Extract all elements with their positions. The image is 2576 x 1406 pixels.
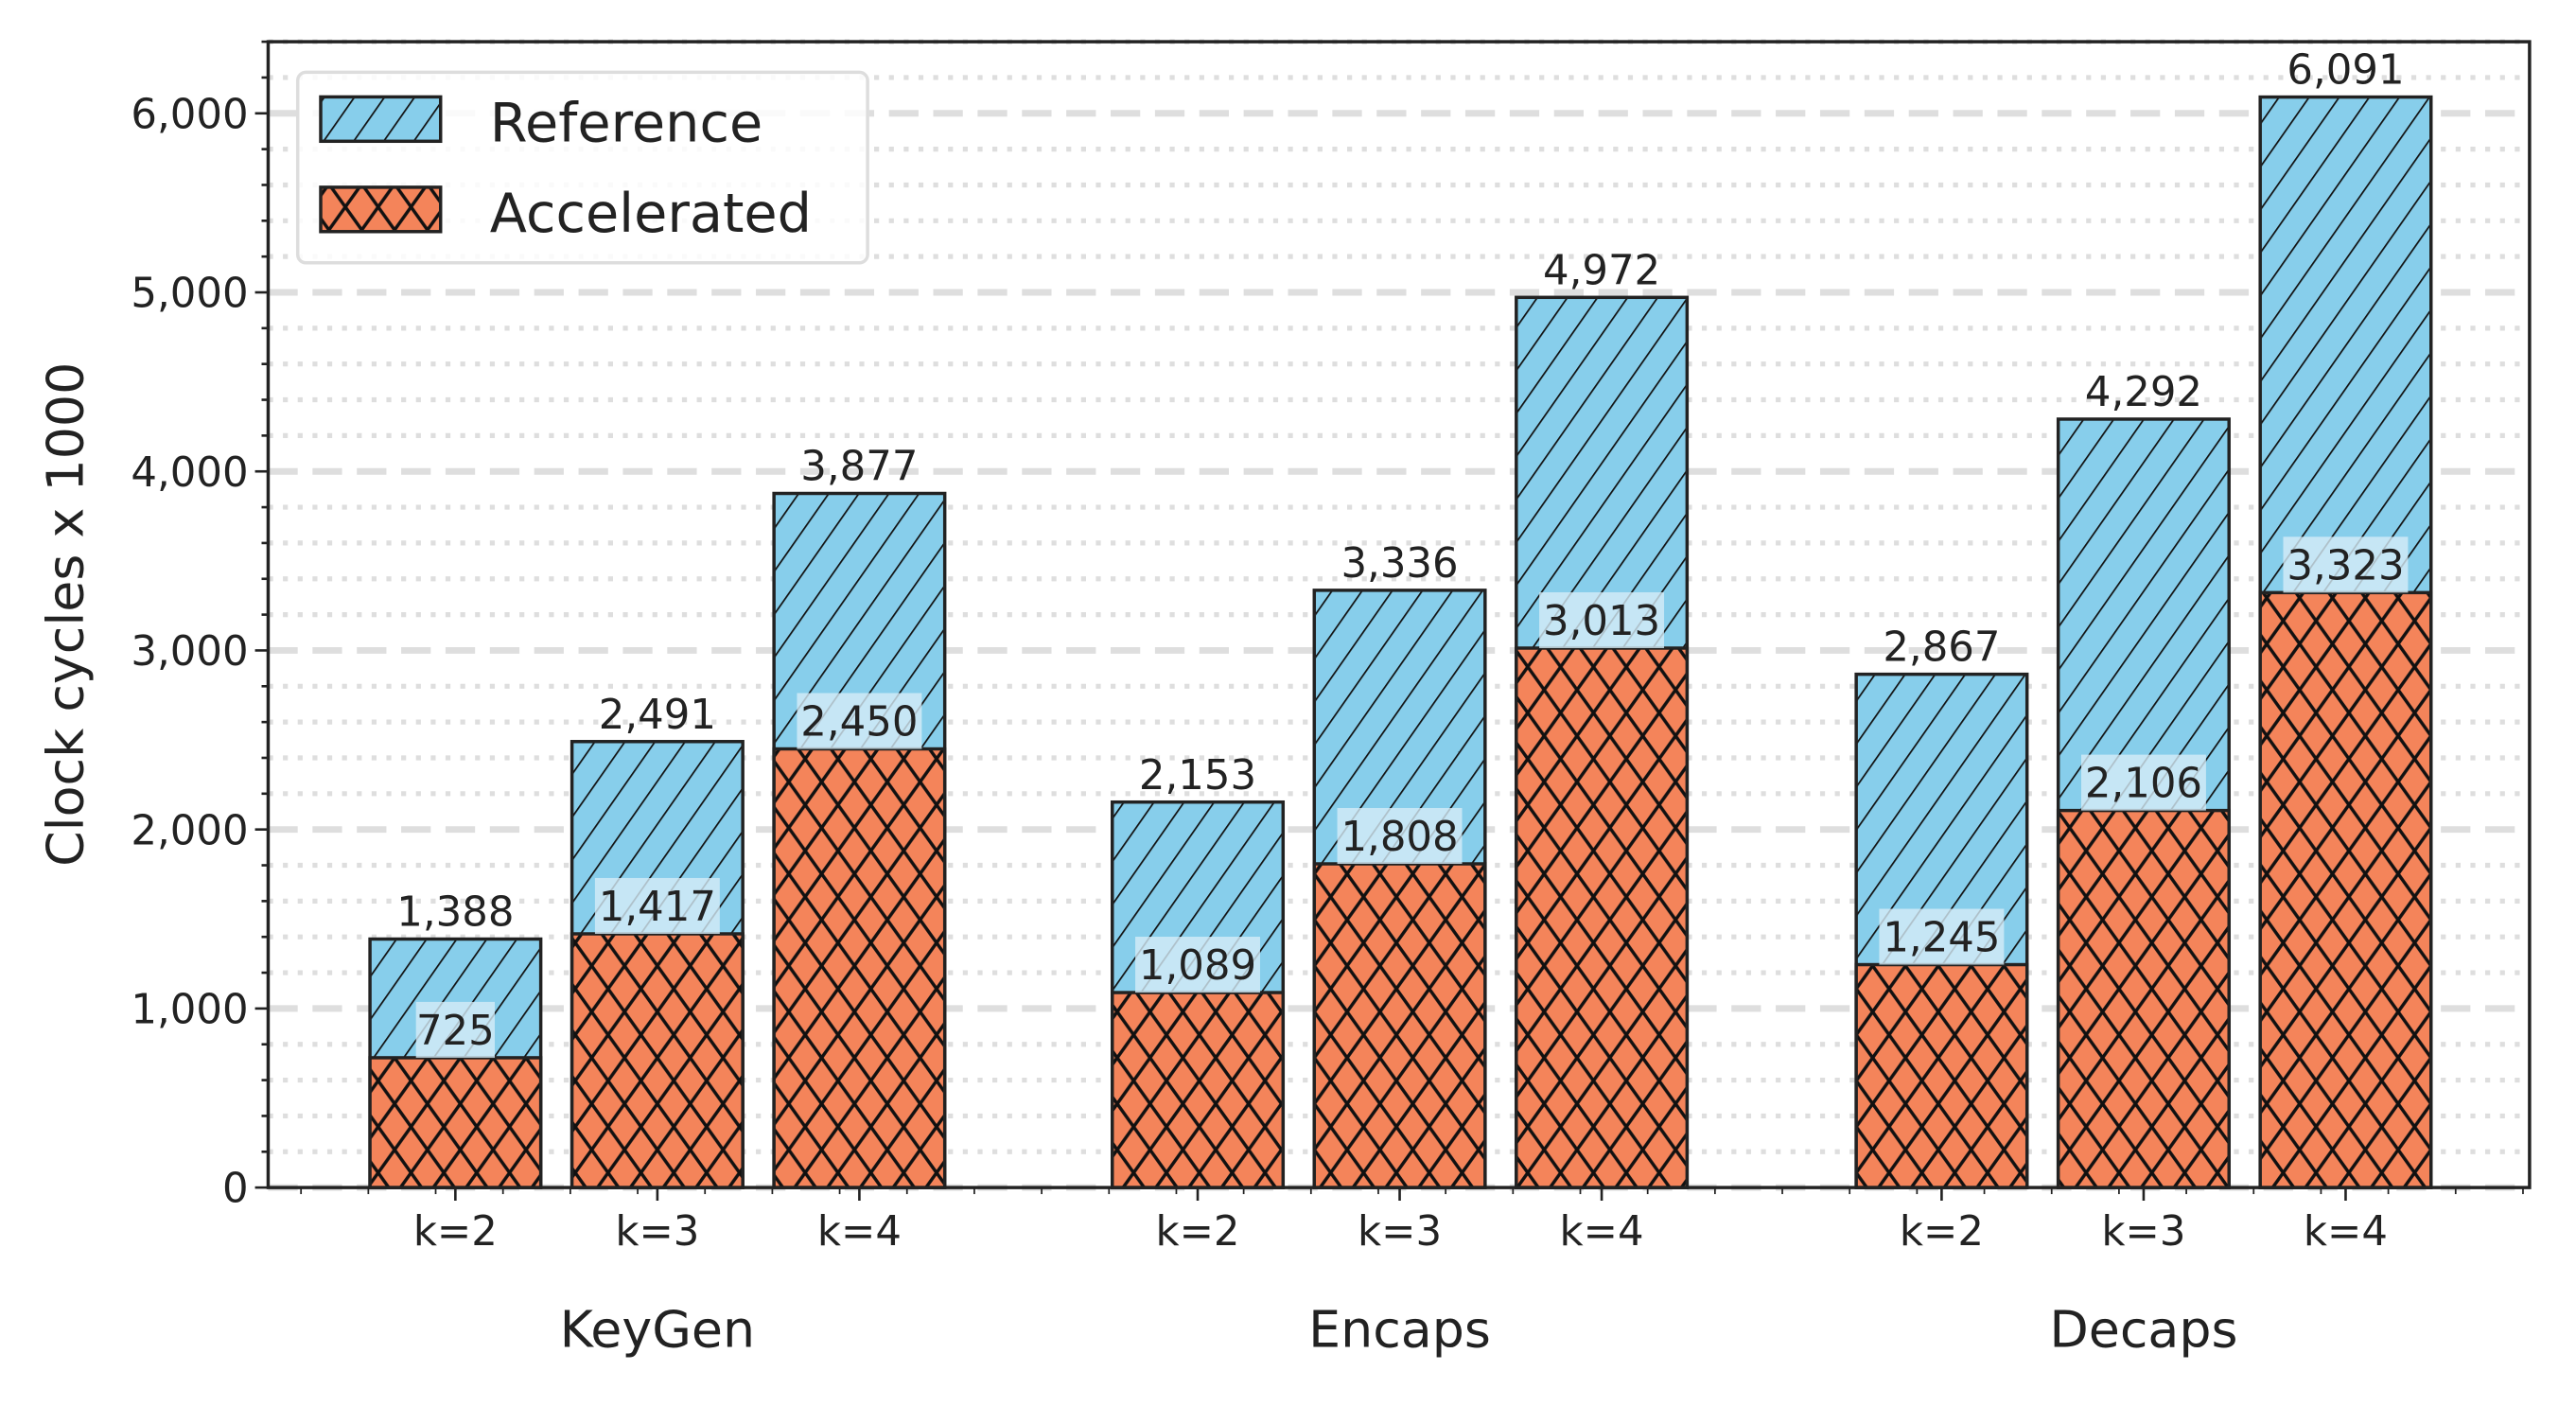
x-tick-label: k=2 (413, 1208, 498, 1256)
value-label-background (1337, 807, 1463, 865)
value-label-background (594, 877, 720, 934)
y-tick-label: 5,000 (131, 271, 248, 318)
legend: Reference Accelerated (295, 70, 869, 265)
value-label-accelerated: 1,245 (1883, 915, 2000, 962)
value-label-reference: 2,153 (1139, 752, 1256, 800)
group-label: Decaps (2049, 1300, 2237, 1360)
bar-accelerated (1515, 646, 1690, 1189)
value-label-reference: 2,867 (1883, 624, 2000, 672)
legend-label-accelerated: Accelerated (490, 182, 812, 245)
value-label-accelerated: 725 (416, 1008, 495, 1055)
value-label-reference: 1,388 (396, 889, 514, 937)
x-tick-label: k=3 (1358, 1208, 1442, 1256)
x-tick-label: k=4 (817, 1208, 902, 1256)
bar-accelerated (368, 1056, 543, 1189)
value-label-reference: 4,292 (2085, 369, 2202, 416)
bar-accelerated (1854, 962, 2029, 1189)
bar-accelerated (2258, 590, 2433, 1189)
axes: 0 1,000 2,000 3,000 4,000 5,000 6,000 KeyGen k=2… (131, 40, 2532, 1360)
value-label-reference: 4,972 (1543, 247, 1660, 294)
x-tick-label: k=3 (615, 1208, 699, 1256)
value-label-reference: 6,091 (2287, 47, 2404, 95)
y-tick-label: 2,000 (131, 807, 248, 854)
x-tick-label: k=3 (2101, 1208, 2185, 1256)
value-label-background (797, 693, 922, 749)
x-tick-label: k=4 (1560, 1208, 1644, 1256)
bar-accelerated (570, 932, 745, 1189)
value-label-reference: 3,877 (800, 444, 918, 491)
value-label-background (1879, 908, 2005, 965)
value-label-accelerated: 2,450 (800, 699, 918, 747)
value-label-accelerated: 3,013 (1543, 598, 1660, 645)
group-label: Encaps (1308, 1300, 1491, 1360)
value-labels: 1,388 725 2,491 1,417 3,877 2,450 2,153 1,089 3,… (396, 47, 2409, 1058)
plot-frame (266, 40, 2532, 1189)
y-tick-label: 1,000 (131, 987, 248, 1034)
x-tick-label: k=2 (1155, 1208, 1239, 1256)
y-axis-label: Clock cycles x 1000 (35, 362, 95, 867)
legend-swatch-accelerated (319, 185, 443, 234)
group-label: KeyGen (560, 1300, 755, 1360)
legend-swatch-reference (319, 95, 443, 144)
bar-accelerated (2056, 808, 2231, 1189)
y-tick-label: 0 (222, 1166, 249, 1213)
value-label-background (1135, 937, 1260, 993)
value-label-accelerated: 1,089 (1139, 942, 1256, 990)
x-tick-label: k=4 (2304, 1208, 2388, 1256)
value-label-reference: 2,491 (599, 692, 716, 739)
y-tick-label: 4,000 (131, 449, 248, 497)
value-label-accelerated: 2,106 (2085, 761, 2202, 808)
value-label-background (2080, 754, 2206, 811)
x-tick-label: k=2 (1900, 1208, 1984, 1256)
value-label-accelerated: 1,417 (599, 884, 716, 931)
bar-accelerated (1312, 862, 1487, 1189)
value-label-background (2283, 536, 2409, 593)
y-tick-label: 3,000 (131, 628, 248, 676)
value-label-accelerated: 3,323 (2287, 542, 2404, 589)
value-label-background (415, 1001, 496, 1058)
bar-accelerated (1111, 991, 1286, 1189)
y-tick-label: 6,000 (131, 91, 248, 138)
value-label-background (1539, 591, 1665, 648)
bar-accelerated (772, 747, 947, 1189)
legend-label-reference: Reference (490, 91, 762, 154)
value-label-reference: 3,336 (1341, 540, 1458, 588)
value-label-accelerated: 1,808 (1341, 814, 1458, 861)
